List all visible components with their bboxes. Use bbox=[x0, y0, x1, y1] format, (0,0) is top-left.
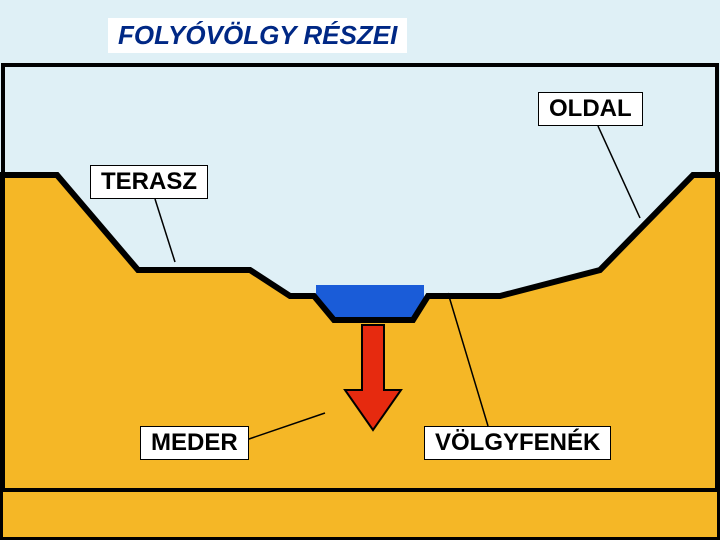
label-terasz: TERASZ bbox=[90, 165, 208, 199]
diagram-canvas bbox=[0, 0, 720, 540]
diagram-title: FOLYÓVÖLGY RÉSZEI bbox=[108, 18, 407, 53]
label-oldal: OLDAL bbox=[538, 92, 643, 126]
label-meder: MEDER bbox=[140, 426, 249, 460]
label-volgyfenek: VÖLGYFENÉK bbox=[424, 426, 611, 460]
